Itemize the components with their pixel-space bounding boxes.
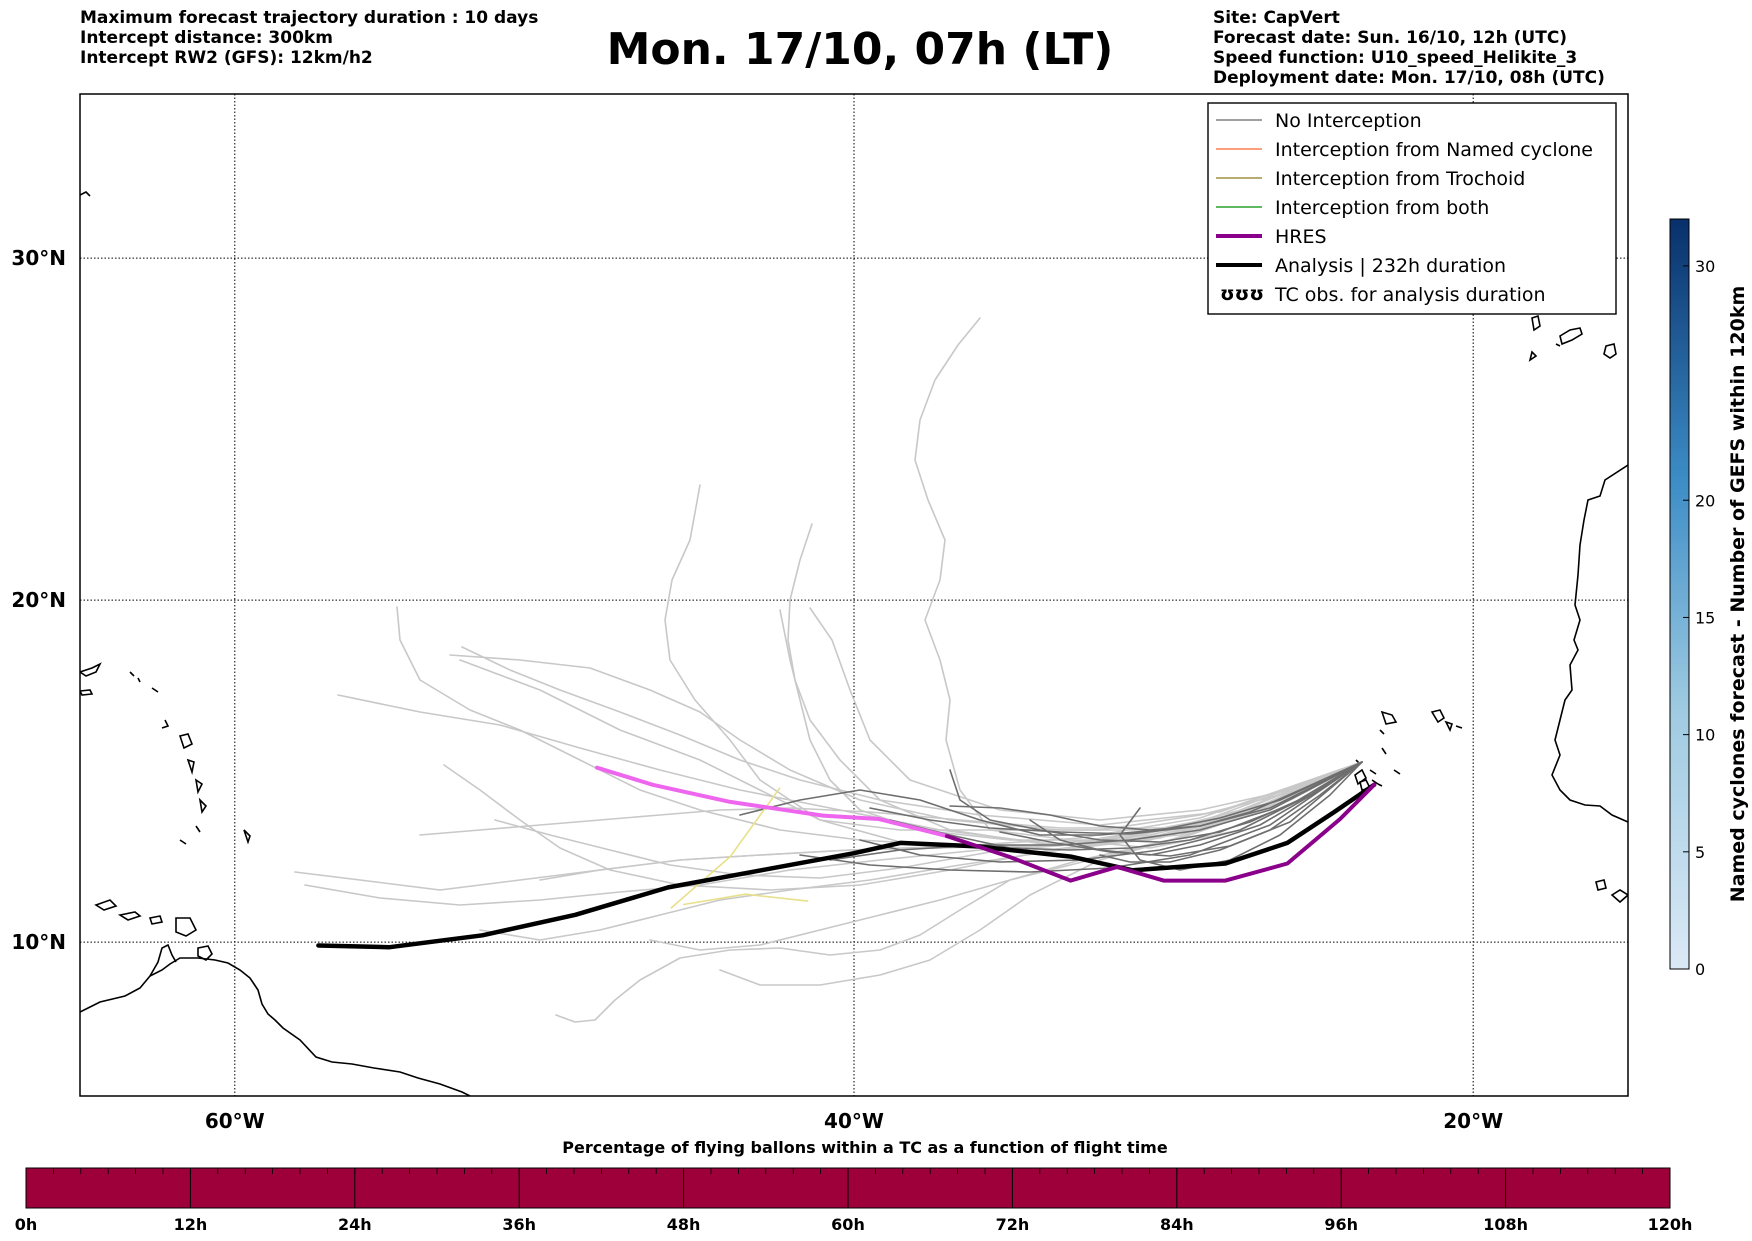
ensemble-trajectory bbox=[459, 659, 1363, 851]
colorbar-bottom-tick-label: 48h bbox=[667, 1215, 701, 1234]
colorbar-bottom-tick-label: 120h bbox=[1648, 1215, 1693, 1234]
cape-verde-east bbox=[1354, 768, 1383, 787]
ensemble-trajectory-late bbox=[869, 761, 1363, 835]
speed-function-text: Speed function: U10_speed_Helikite_3 bbox=[1213, 48, 1578, 68]
cuba-fragment bbox=[80, 191, 91, 197]
main-tracks bbox=[316, 765, 1377, 950]
gulf-of-paria bbox=[175, 917, 198, 937]
hres-track bbox=[944, 782, 1377, 883]
venezuela-islands bbox=[94, 899, 164, 925]
intercept-rw2-text: Intercept RW2 (GFS): 12km/h2 bbox=[80, 48, 373, 68]
ensemble-trajectory bbox=[461, 646, 1363, 826]
ensemble-trajectory bbox=[555, 761, 1363, 1023]
west-africa-islands bbox=[1595, 879, 1628, 904]
colorbar-right-label: Named cyclones forecast - Number of GEFS… bbox=[1727, 286, 1749, 903]
colorbar-tick-label: 0 bbox=[1695, 960, 1705, 979]
forecast-date-text: Forecast date: Sun. 16/10, 12h (UTC) bbox=[1213, 28, 1568, 48]
colorbar-bottom-tick-label: 24h bbox=[338, 1215, 372, 1234]
lake-maracaibo-coast bbox=[149, 943, 177, 977]
latitude-label: 20°N bbox=[11, 588, 66, 612]
hres-track-early bbox=[595, 765, 949, 839]
ensemble-trajectory-late bbox=[1099, 761, 1363, 863]
legend-label: HRES bbox=[1275, 226, 1327, 248]
max-duration-text: Maximum forecast trajectory duration : 1… bbox=[80, 8, 539, 28]
ensemble-trajectory bbox=[337, 694, 1363, 846]
colorbar-tick-label: 30 bbox=[1695, 257, 1715, 276]
africa-coast bbox=[1551, 464, 1628, 823]
hispaniola-coast bbox=[80, 662, 102, 677]
page-title: Mon. 17/10, 07h (LT) bbox=[606, 24, 1114, 75]
ensemble-trajectory bbox=[914, 317, 1363, 849]
latitude-labels: 30°N 20°N 10°N bbox=[11, 246, 66, 954]
gefs-trajectories bbox=[294, 317, 1363, 1023]
colorbar-bottom-tick-label: 84h bbox=[1160, 1215, 1194, 1234]
colorbar-tick-label: 15 bbox=[1695, 608, 1715, 627]
colorbar-bottom-tick-label: 60h bbox=[831, 1215, 865, 1234]
legend-box bbox=[1207, 102, 1617, 315]
lesser-antilles bbox=[129, 671, 251, 845]
colorbar-bottom-title: Percentage of flying ballons within a TC… bbox=[562, 1138, 1168, 1157]
longitude-labels: 60°W 40°W 20°W bbox=[205, 1109, 1503, 1133]
forecast-parameters: Maximum forecast trajectory duration : 1… bbox=[80, 8, 538, 68]
colorbar-tick-label: 5 bbox=[1695, 843, 1705, 862]
legend: No Interception Interception from Named c… bbox=[1207, 102, 1617, 315]
colorbar-tick-label: 10 bbox=[1695, 726, 1715, 745]
south-america-coast bbox=[80, 957, 471, 1096]
coastlines bbox=[80, 191, 1628, 1096]
puerto-rico-island bbox=[80, 689, 94, 696]
ensemble-trajectory-late bbox=[829, 761, 1363, 861]
ensemble-trajectory bbox=[664, 484, 1363, 831]
analysis-track bbox=[316, 782, 1377, 950]
ensemble-trajectory bbox=[396, 606, 1363, 851]
site-text: Site: CapVert bbox=[1213, 8, 1340, 28]
intercept-distance-text: Intercept distance: 300km bbox=[80, 28, 333, 48]
colorbar-bottom-tick-label: 72h bbox=[996, 1215, 1030, 1234]
legend-label: Interception from both bbox=[1275, 197, 1489, 219]
colorbar-right-gradient bbox=[1669, 218, 1690, 970]
colorbar-bottom-tick-label: 36h bbox=[502, 1215, 536, 1234]
trochoid-interception-track bbox=[670, 787, 781, 909]
ensemble-trajectory bbox=[809, 607, 1363, 821]
deployment-date-text: Deployment date: Mon. 17/10, 08h (UTC) bbox=[1213, 68, 1605, 88]
bottom-colorbar: Percentage of flying ballons within a TC… bbox=[15, 1138, 1693, 1234]
cape-verde-islands bbox=[1355, 709, 1463, 791]
right-colorbar: 0 5 10 15 20 30 Named cyclones forecast - Num… bbox=[1669, 218, 1749, 979]
ensemble-trajectory-late bbox=[999, 761, 1363, 857]
ensemble-trajectory bbox=[479, 761, 1363, 941]
colorbar-bottom-tick-label: 12h bbox=[174, 1215, 208, 1234]
legend-label: Interception from Trochoid bbox=[1275, 168, 1525, 190]
longitude-label: 40°W bbox=[824, 1109, 884, 1133]
legend-label: Analysis | 232h duration bbox=[1275, 255, 1506, 277]
map-frame bbox=[79, 93, 1629, 1097]
legend-label: No Interception bbox=[1275, 110, 1422, 132]
latitude-label: 30°N bbox=[11, 246, 66, 270]
trinidad-island bbox=[197, 945, 213, 961]
site-info: Site: CapVert Forecast date: Sun. 16/10,… bbox=[1213, 8, 1605, 88]
tc-obs-symbol: ʊʊʊ bbox=[1220, 283, 1264, 305]
graticule bbox=[80, 94, 1628, 1096]
ensemble-trajectory-late bbox=[739, 761, 1363, 836]
ensemble-trajectory-late bbox=[949, 761, 1363, 831]
legend-label: TC obs. for analysis duration bbox=[1274, 284, 1546, 306]
longitude-label: 60°W bbox=[205, 1109, 265, 1133]
longitude-label: 20°W bbox=[1443, 1109, 1503, 1133]
colorbar-bottom-tick-label: 0h bbox=[15, 1215, 38, 1234]
ensemble-trajectory-late bbox=[799, 761, 1363, 873]
legend-label: Interception from Named cyclone bbox=[1275, 139, 1593, 161]
ensemble-trajectory bbox=[539, 761, 1363, 881]
trochoid-interception-track bbox=[682, 893, 809, 906]
latitude-label: 10°N bbox=[11, 930, 66, 954]
canary-islands bbox=[1528, 314, 1617, 362]
colorbar-bottom-tick-label: 96h bbox=[1324, 1215, 1358, 1234]
colorbar-bottom-tick-label: 108h bbox=[1483, 1215, 1528, 1234]
colorbar-tick-label: 20 bbox=[1695, 491, 1715, 510]
